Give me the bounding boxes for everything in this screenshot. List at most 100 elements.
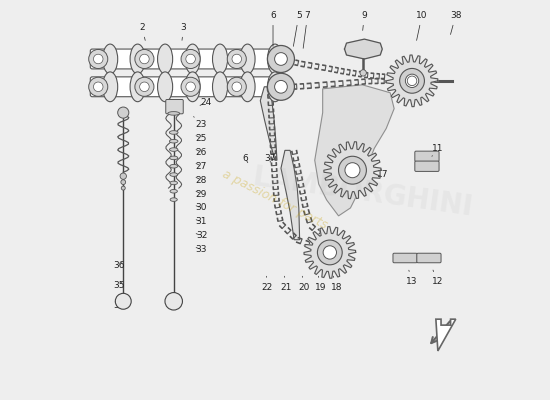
Ellipse shape [157, 72, 173, 102]
Circle shape [232, 82, 241, 92]
Circle shape [120, 173, 127, 179]
Text: 34: 34 [114, 296, 125, 310]
Circle shape [89, 77, 108, 96]
Polygon shape [260, 87, 277, 160]
Circle shape [122, 186, 125, 190]
FancyBboxPatch shape [415, 161, 439, 171]
Ellipse shape [103, 44, 118, 74]
Text: 13: 13 [406, 270, 418, 286]
Text: 6: 6 [270, 11, 276, 46]
Circle shape [232, 54, 241, 64]
Circle shape [405, 74, 419, 88]
FancyBboxPatch shape [393, 253, 417, 263]
Polygon shape [386, 55, 438, 107]
Text: 9: 9 [361, 11, 367, 30]
FancyBboxPatch shape [415, 151, 439, 162]
Circle shape [140, 54, 149, 64]
Circle shape [273, 50, 293, 68]
Text: 36: 36 [113, 261, 125, 270]
Text: 30: 30 [196, 204, 207, 212]
Ellipse shape [168, 112, 180, 115]
Circle shape [400, 68, 425, 93]
Ellipse shape [170, 173, 178, 176]
Circle shape [89, 50, 108, 68]
Ellipse shape [212, 44, 228, 74]
Polygon shape [315, 85, 394, 216]
Ellipse shape [157, 44, 173, 74]
Text: 7: 7 [303, 11, 310, 48]
Circle shape [165, 292, 183, 310]
Circle shape [116, 293, 131, 309]
Text: 29: 29 [196, 190, 207, 198]
Ellipse shape [185, 44, 200, 74]
Text: 20: 20 [298, 276, 309, 292]
Text: 33: 33 [196, 245, 207, 254]
Circle shape [278, 54, 288, 64]
Text: 27: 27 [196, 162, 207, 171]
Circle shape [274, 53, 287, 65]
Polygon shape [436, 319, 456, 351]
Text: 25: 25 [196, 134, 207, 143]
Circle shape [317, 240, 342, 265]
Circle shape [338, 156, 366, 184]
Text: 11: 11 [432, 144, 444, 156]
Ellipse shape [170, 181, 178, 185]
Circle shape [273, 77, 293, 96]
Ellipse shape [170, 164, 178, 168]
Text: 32: 32 [196, 231, 207, 240]
Text: 31: 31 [196, 217, 207, 226]
Circle shape [278, 82, 288, 92]
Ellipse shape [130, 72, 145, 102]
Text: LAMBORGHINI: LAMBORGHINI [250, 163, 475, 221]
Circle shape [227, 50, 246, 68]
FancyBboxPatch shape [90, 77, 287, 97]
Circle shape [94, 82, 103, 92]
Polygon shape [344, 39, 382, 59]
Ellipse shape [185, 72, 200, 102]
Circle shape [267, 73, 294, 100]
Circle shape [135, 50, 154, 68]
Text: 12: 12 [432, 270, 443, 286]
Text: 19: 19 [315, 276, 327, 292]
Text: 37: 37 [265, 154, 276, 163]
Ellipse shape [240, 72, 255, 102]
Ellipse shape [170, 198, 177, 201]
Circle shape [360, 70, 366, 76]
Polygon shape [281, 150, 300, 240]
Text: 21: 21 [280, 276, 292, 292]
Circle shape [135, 77, 154, 96]
Text: 3: 3 [181, 23, 186, 40]
Text: 5: 5 [293, 11, 302, 46]
Circle shape [186, 82, 195, 92]
Text: 6: 6 [243, 154, 248, 163]
Text: a passion for parts: a passion for parts [220, 168, 330, 232]
Circle shape [140, 82, 149, 92]
Text: 26: 26 [196, 148, 207, 157]
Polygon shape [304, 227, 356, 278]
Ellipse shape [240, 44, 255, 74]
Circle shape [181, 50, 200, 68]
Circle shape [407, 76, 417, 86]
Ellipse shape [130, 44, 145, 74]
FancyBboxPatch shape [417, 253, 441, 263]
Ellipse shape [169, 140, 178, 143]
FancyBboxPatch shape [166, 100, 183, 114]
Ellipse shape [212, 72, 228, 102]
Text: 28: 28 [196, 176, 207, 185]
Circle shape [323, 246, 337, 259]
Ellipse shape [267, 44, 283, 74]
Ellipse shape [169, 131, 178, 134]
Polygon shape [324, 142, 381, 199]
Text: 24: 24 [200, 98, 211, 107]
Circle shape [227, 77, 246, 96]
Ellipse shape [170, 190, 178, 193]
FancyBboxPatch shape [90, 49, 287, 69]
Text: 35: 35 [113, 281, 125, 290]
Circle shape [118, 107, 129, 118]
Circle shape [94, 54, 103, 64]
Ellipse shape [103, 72, 118, 102]
Text: 38: 38 [450, 11, 461, 34]
Text: 2: 2 [139, 23, 145, 40]
Circle shape [121, 180, 125, 184]
Circle shape [345, 163, 360, 178]
